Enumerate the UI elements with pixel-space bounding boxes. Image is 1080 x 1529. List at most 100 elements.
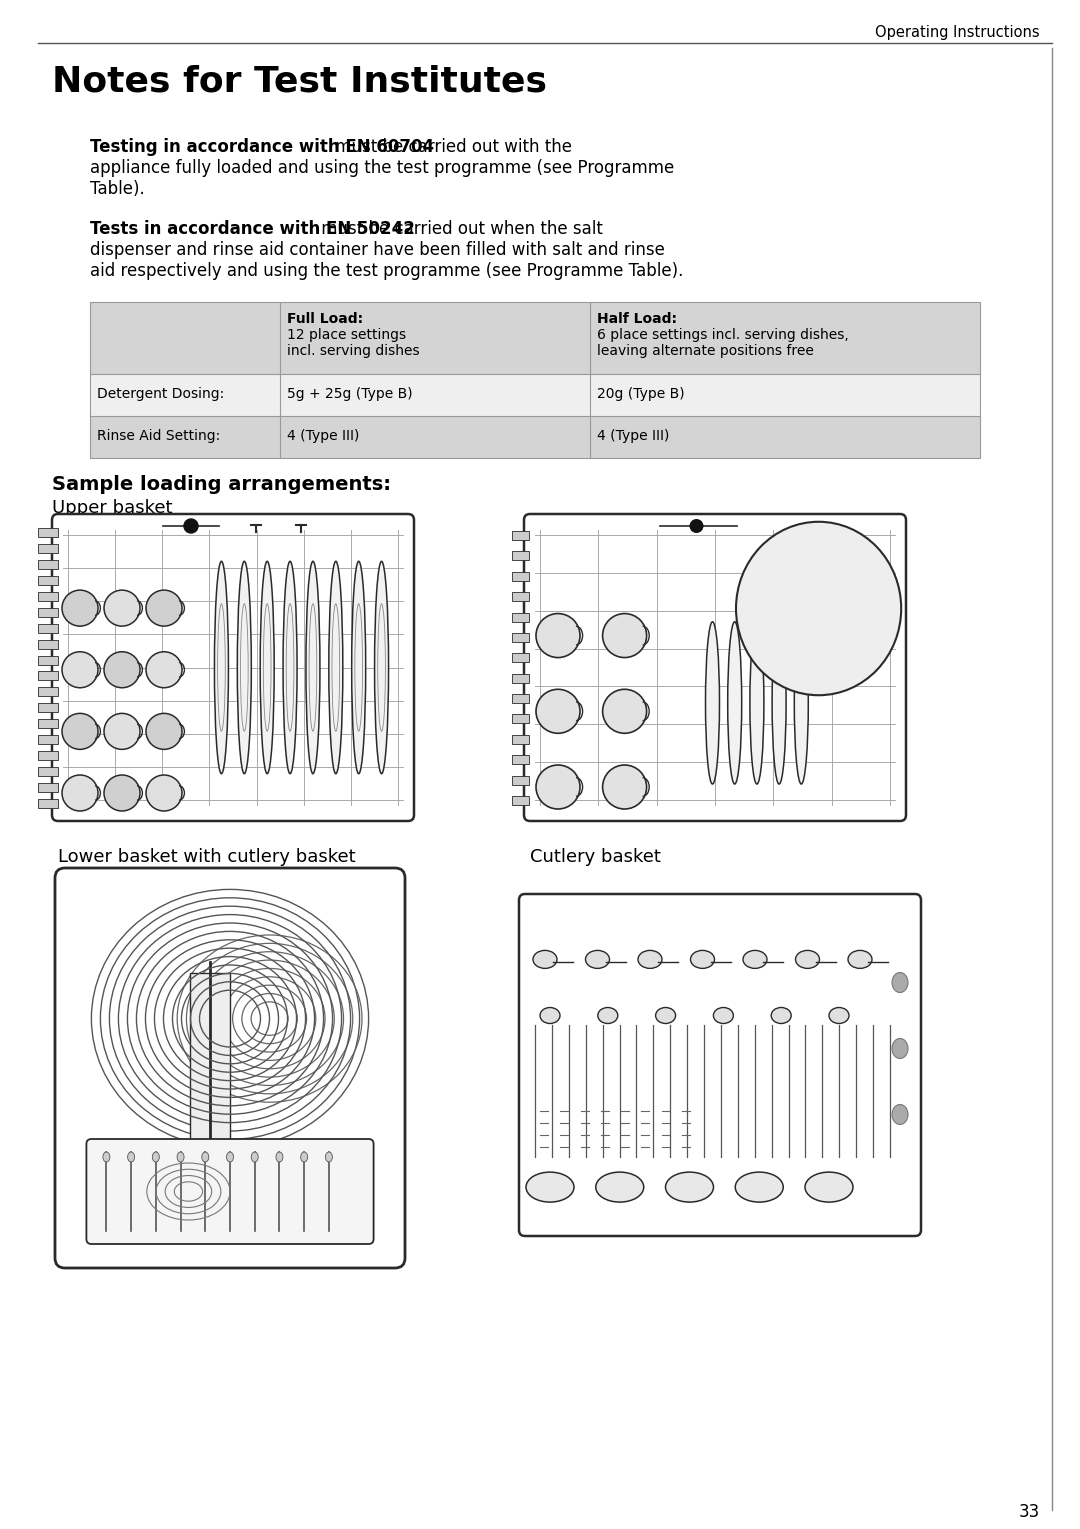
Bar — [38, 800, 58, 807]
Text: appliance fully loaded and using the test programme (see Programme: appliance fully loaded and using the tes… — [90, 159, 674, 177]
Ellipse shape — [306, 561, 320, 774]
Bar — [512, 572, 529, 581]
Ellipse shape — [146, 775, 183, 810]
Ellipse shape — [829, 1008, 849, 1023]
Bar — [512, 714, 529, 723]
Ellipse shape — [540, 1008, 561, 1023]
Ellipse shape — [892, 972, 908, 992]
Ellipse shape — [215, 561, 229, 774]
Text: Lower basket with cutlery basket: Lower basket with cutlery basket — [58, 849, 355, 865]
Ellipse shape — [690, 951, 715, 968]
Ellipse shape — [62, 714, 98, 749]
Ellipse shape — [104, 590, 140, 625]
Text: Table).: Table). — [90, 180, 145, 197]
Text: 4 (Type III): 4 (Type III) — [287, 430, 360, 443]
Ellipse shape — [805, 1173, 853, 1202]
Ellipse shape — [227, 1151, 233, 1162]
Bar — [38, 656, 58, 665]
Text: must be carried out with the: must be carried out with the — [329, 138, 571, 156]
Text: Notes for Test Institutes: Notes for Test Institutes — [52, 66, 546, 99]
Bar — [38, 768, 58, 777]
Bar — [38, 751, 58, 760]
Ellipse shape — [534, 951, 557, 968]
Ellipse shape — [146, 590, 183, 625]
Text: Half Load:: Half Load: — [597, 312, 677, 326]
Circle shape — [689, 518, 703, 534]
Bar — [512, 592, 529, 601]
Text: Tests in accordance with EN 50242: Tests in accordance with EN 50242 — [90, 220, 415, 239]
Bar — [90, 303, 980, 459]
Ellipse shape — [283, 561, 297, 774]
Bar — [512, 755, 529, 764]
FancyBboxPatch shape — [55, 868, 405, 1268]
Text: 4 (Type III): 4 (Type III) — [597, 430, 670, 443]
Ellipse shape — [276, 1151, 283, 1162]
Ellipse shape — [794, 622, 808, 784]
Ellipse shape — [892, 1038, 908, 1058]
Ellipse shape — [103, 1151, 110, 1162]
Ellipse shape — [638, 951, 662, 968]
Ellipse shape — [325, 1151, 333, 1162]
Ellipse shape — [352, 561, 366, 774]
Ellipse shape — [146, 714, 183, 749]
Text: 20g (Type B): 20g (Type B) — [597, 387, 685, 401]
Ellipse shape — [104, 651, 140, 688]
Ellipse shape — [536, 764, 580, 809]
Ellipse shape — [260, 561, 274, 774]
Ellipse shape — [127, 1151, 135, 1162]
Ellipse shape — [536, 690, 580, 734]
Ellipse shape — [202, 1151, 208, 1162]
Text: must be carried out when the salt: must be carried out when the salt — [316, 220, 603, 239]
FancyBboxPatch shape — [519, 894, 921, 1235]
Ellipse shape — [152, 1151, 160, 1162]
Text: incl. serving dishes: incl. serving dishes — [287, 344, 420, 358]
Text: Testing in accordance with EN 60704: Testing in accordance with EN 60704 — [90, 138, 434, 156]
Bar — [38, 703, 58, 713]
Bar — [38, 735, 58, 745]
Ellipse shape — [603, 613, 647, 657]
Bar — [38, 719, 58, 728]
Ellipse shape — [252, 1151, 258, 1162]
Bar — [512, 775, 529, 784]
Text: aid respectively and using the test programme (see Programme Table).: aid respectively and using the test prog… — [90, 261, 684, 280]
Bar — [190, 972, 230, 1164]
Bar — [512, 552, 529, 561]
Bar — [38, 560, 58, 569]
Text: Sample loading arrangements:: Sample loading arrangements: — [52, 476, 391, 494]
Ellipse shape — [62, 651, 98, 688]
Text: 33: 33 — [1018, 1503, 1040, 1521]
Bar — [38, 576, 58, 584]
Ellipse shape — [714, 1008, 733, 1023]
Bar — [38, 544, 58, 553]
Ellipse shape — [735, 1173, 783, 1202]
Text: Full Load:: Full Load: — [287, 312, 363, 326]
Ellipse shape — [375, 561, 389, 774]
Text: Detergent Dosing:: Detergent Dosing: — [97, 387, 225, 401]
Ellipse shape — [238, 561, 252, 774]
Text: Rinse Aid Setting:: Rinse Aid Setting: — [97, 430, 220, 443]
Ellipse shape — [536, 613, 580, 657]
FancyBboxPatch shape — [52, 514, 414, 821]
Bar — [512, 633, 529, 642]
Ellipse shape — [300, 1151, 308, 1162]
Bar — [38, 639, 58, 648]
Bar — [38, 528, 58, 537]
Bar — [38, 671, 58, 680]
Bar — [512, 674, 529, 682]
FancyBboxPatch shape — [86, 1139, 374, 1245]
Ellipse shape — [705, 622, 719, 784]
Ellipse shape — [146, 651, 183, 688]
Ellipse shape — [848, 951, 872, 968]
FancyBboxPatch shape — [524, 514, 906, 821]
Ellipse shape — [104, 714, 140, 749]
Bar — [512, 735, 529, 743]
Bar — [512, 531, 529, 540]
Ellipse shape — [892, 1104, 908, 1124]
Text: 6 place settings incl. serving dishes,: 6 place settings incl. serving dishes, — [597, 329, 849, 342]
Text: 5g + 25g (Type B): 5g + 25g (Type B) — [287, 387, 413, 401]
Bar — [38, 624, 58, 633]
Ellipse shape — [526, 1173, 573, 1202]
Ellipse shape — [62, 775, 98, 810]
Ellipse shape — [772, 622, 786, 784]
Ellipse shape — [104, 775, 140, 810]
